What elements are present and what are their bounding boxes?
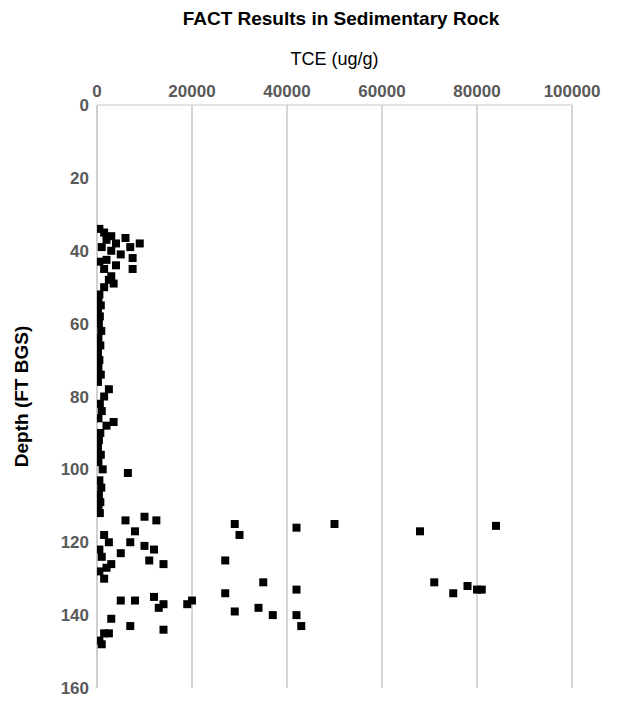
svg-text:160: 160	[61, 679, 89, 698]
svg-text:20: 20	[70, 169, 89, 188]
svg-text:0: 0	[80, 96, 89, 115]
svg-text:40: 40	[70, 242, 89, 261]
svg-text:TCE (ug/g): TCE (ug/g)	[290, 49, 378, 69]
html-text:FACT Results in Sedimentary Ro: FACT Results in Sedimentary Rock	[182, 8, 500, 29]
svg-text:20000: 20000	[168, 82, 215, 101]
svg-text:120: 120	[61, 533, 89, 552]
svg-text:80000: 80000	[453, 82, 500, 101]
svg-text:Depth (FT BGS): Depth (FT BGS)	[11, 326, 32, 467]
svg-text:60: 60	[70, 315, 89, 334]
svg-text:60000: 60000	[358, 82, 405, 101]
svg-text:0: 0	[92, 82, 101, 101]
svg-text:140: 140	[61, 606, 89, 625]
svg-text:40000: 40000	[263, 82, 310, 101]
svg-text:100: 100	[61, 460, 89, 479]
svg-text:80: 80	[70, 388, 89, 407]
svg-text:100000: 100000	[544, 82, 601, 101]
